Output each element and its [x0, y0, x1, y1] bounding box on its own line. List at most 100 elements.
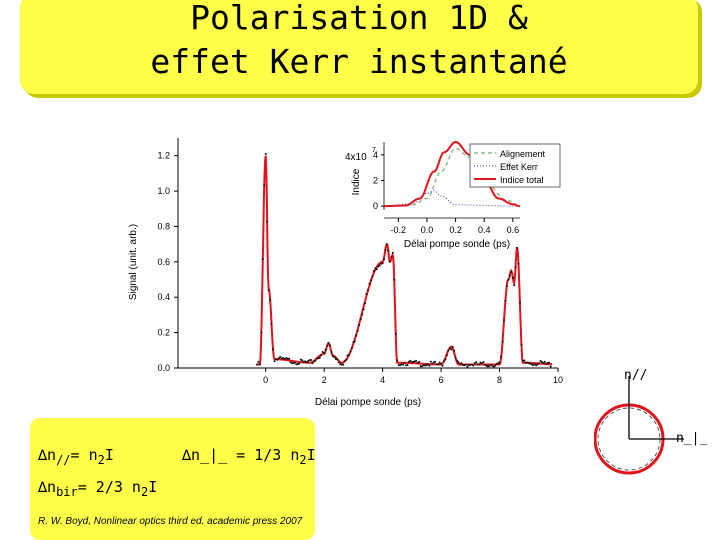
main-data-point [314, 359, 317, 362]
inset-x-tick-label: 0.4 [478, 225, 491, 235]
main-data-point [521, 359, 524, 362]
main-data-point [435, 363, 438, 366]
main-data-point [388, 260, 391, 263]
main-data-point [367, 289, 369, 291]
main-data-point [324, 348, 327, 351]
inset-x-tick-label: 0.0 [421, 225, 434, 235]
main-x-tick-label: 4 [380, 375, 385, 385]
main-data-point [345, 358, 348, 361]
main-data-point [321, 351, 324, 353]
main-data-point [473, 362, 476, 365]
main-data-point [375, 268, 378, 271]
main-data-point [429, 360, 432, 363]
main-data-point [349, 350, 352, 353]
main-data-point [365, 293, 368, 295]
main-data-point [383, 258, 386, 261]
main-data-point [358, 324, 361, 327]
main-data-point [492, 365, 495, 368]
main-data-point [327, 341, 330, 344]
main-data-point [276, 358, 279, 361]
main-data-point [340, 363, 343, 366]
main-data-point [387, 249, 390, 252]
main-data-point [476, 363, 479, 366]
main-data-point [339, 363, 342, 366]
main-data-point [361, 313, 364, 316]
label-n-perp: n_|_ [676, 431, 707, 446]
main-data-point [504, 299, 507, 302]
f2-delta-n-perp: ∆n_|_ = 1/3 n [182, 446, 300, 464]
formula-delta-n-parallel: ∆n//= n2I [38, 446, 114, 467]
main-data-point [393, 278, 396, 281]
main-data-point [261, 258, 264, 261]
main-data-point [532, 364, 535, 367]
main-data-point [445, 354, 448, 357]
main-data-point [291, 362, 293, 365]
main-data-point [467, 364, 470, 367]
f3-sub-bir: bir [56, 485, 78, 499]
main-data-point [377, 265, 380, 268]
main-data-point [405, 364, 407, 367]
main-data-point [350, 346, 353, 349]
main-data-point [371, 275, 374, 278]
main-data-point [508, 274, 511, 277]
main-data-point [495, 363, 498, 365]
main-data-point [348, 353, 350, 356]
main-data-point [362, 308, 365, 311]
polarisation-diagram: n// n_|_ [594, 368, 707, 475]
main-data-point [293, 361, 296, 364]
main-data-point [431, 362, 434, 365]
main-data-point [369, 279, 372, 282]
main-data-point [472, 364, 475, 367]
main-data-point [444, 358, 447, 361]
main-data-point [524, 361, 527, 364]
main-data-point [308, 359, 311, 362]
f3-sub-2: 2 [140, 485, 149, 499]
main-data-point [447, 349, 450, 352]
main-data-point [331, 355, 334, 358]
main-data-point [391, 251, 394, 254]
main-data-point [478, 363, 481, 366]
main-data-point [378, 264, 381, 267]
main-data-point [519, 301, 521, 304]
main-data-point [450, 348, 453, 351]
main-data-point [453, 349, 456, 352]
main-data-point [482, 361, 485, 364]
main-data-point [264, 153, 267, 155]
main-data-point [343, 360, 346, 362]
main-data-point [483, 363, 486, 366]
main-data-points [255, 153, 552, 368]
main-data-point [403, 362, 406, 364]
formula-box [30, 418, 315, 540]
main-data-point [301, 359, 304, 362]
inset-legend: Alignement Effet Kerr Indice total [469, 143, 561, 188]
main-data-point [462, 364, 464, 367]
main-data-point [288, 357, 291, 360]
main-data-point [460, 362, 463, 365]
main-data-point [407, 360, 410, 363]
main-data-point [500, 355, 502, 358]
main-data-point [491, 364, 494, 367]
main-data-point [516, 246, 519, 249]
main-data-point [507, 278, 510, 281]
main-data-point [318, 356, 321, 359]
main-data-point [286, 357, 289, 360]
inset-x-tick-label: 0.2 [449, 225, 462, 235]
main-data-point [502, 319, 505, 322]
main-data-point [526, 361, 529, 364]
main-data-point [494, 364, 497, 367]
main-data-point [416, 361, 419, 364]
main-data-point [374, 267, 377, 270]
main-data-point [394, 332, 397, 335]
title-line-1: Polarisation 1D & [190, 0, 528, 37]
main-y-tick-label: 0.6 [157, 257, 170, 267]
f3-delta-n: ∆n [38, 478, 57, 496]
main-y-tick-label: 0.8 [157, 221, 170, 231]
main-data-point [425, 364, 428, 367]
main-data-point [543, 360, 546, 363]
inset-axes: -0.2 0.0 0.2 0.4 0.6 4 2 0 [373, 142, 520, 235]
citation: R. W. Boyd, Nonlinear optics third ed. a… [38, 516, 303, 527]
main-data-point [368, 282, 371, 285]
main-data-point [421, 365, 424, 368]
main-data-point [326, 344, 329, 347]
main-data-point [307, 360, 310, 363]
